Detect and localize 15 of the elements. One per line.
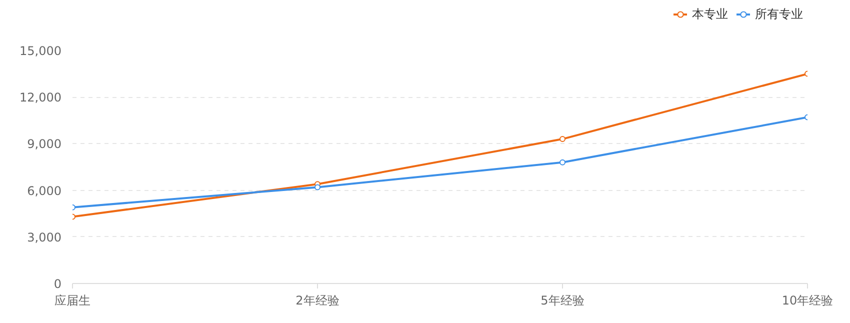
y-tick-label: 3,000 [27,230,62,244]
legend-label: 本专业 [692,6,728,22]
point [314,184,320,190]
legend-label: 所有专业 [755,6,803,22]
y-tick-label: 9,000 [27,137,62,152]
x-tick-label: 2年经验 [296,294,340,308]
x-tick-label: 5年经验 [540,294,584,308]
point [560,136,566,142]
y-tick-label: 15,000 [20,44,62,58]
y-tick-label: 12,000 [20,90,62,105]
x-tick-label: 10年经验 [782,294,834,308]
y-tick-label: 6,000 [27,184,62,198]
x-tick-label: 应届生 [54,294,90,308]
point [560,159,566,166]
y-tick-label: 0 [54,277,62,291]
